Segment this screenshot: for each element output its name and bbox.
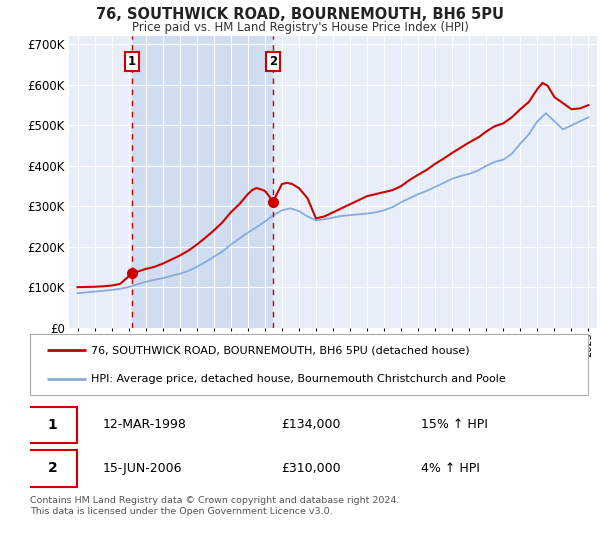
Bar <box>132 36 273 328</box>
Text: £134,000: £134,000 <box>281 418 341 431</box>
Text: HPI: Average price, detached house, Bournemouth Christchurch and Poole: HPI: Average price, detached house, Bour… <box>91 374 506 384</box>
Text: 76, SOUTHWICK ROAD, BOURNEMOUTH, BH6 5PU (detached house): 76, SOUTHWICK ROAD, BOURNEMOUTH, BH6 5PU… <box>91 345 470 355</box>
Text: 2: 2 <box>47 461 57 475</box>
Text: Price paid vs. HM Land Registry's House Price Index (HPI): Price paid vs. HM Land Registry's House … <box>131 21 469 34</box>
Text: 2: 2 <box>269 55 277 68</box>
Text: Contains HM Land Registry data © Crown copyright and database right 2024.
This d: Contains HM Land Registry data © Crown c… <box>30 496 400 516</box>
Text: 12-MAR-1998: 12-MAR-1998 <box>103 418 187 431</box>
FancyBboxPatch shape <box>27 407 77 443</box>
FancyBboxPatch shape <box>27 450 77 487</box>
Text: 1: 1 <box>47 418 57 432</box>
Text: 4% ↑ HPI: 4% ↑ HPI <box>421 462 479 475</box>
Text: 76, SOUTHWICK ROAD, BOURNEMOUTH, BH6 5PU: 76, SOUTHWICK ROAD, BOURNEMOUTH, BH6 5PU <box>96 7 504 22</box>
Text: 15-JUN-2006: 15-JUN-2006 <box>103 462 182 475</box>
Text: 15% ↑ HPI: 15% ↑ HPI <box>421 418 487 431</box>
Text: 1: 1 <box>128 55 136 68</box>
FancyBboxPatch shape <box>30 334 588 395</box>
Text: £310,000: £310,000 <box>281 462 341 475</box>
